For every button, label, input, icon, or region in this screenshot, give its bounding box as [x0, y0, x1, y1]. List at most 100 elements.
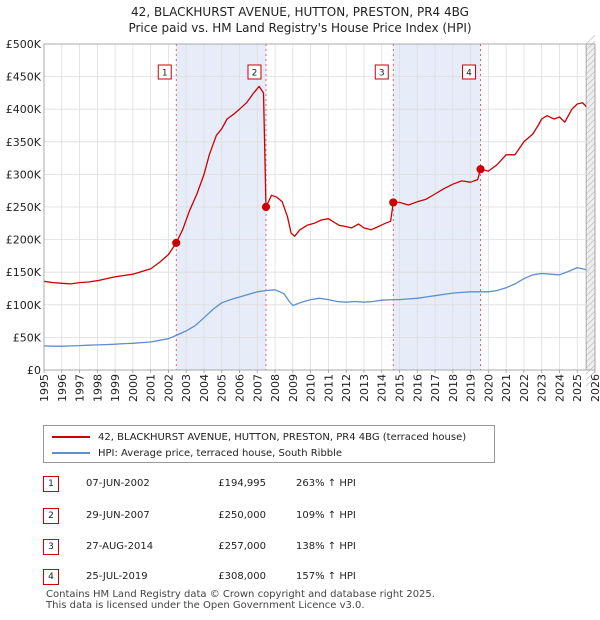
y-tick-label: £100K [6, 299, 42, 312]
forecast-hatch-line [585, 160, 596, 171]
x-tick-label: 1997 [74, 374, 87, 402]
plot-frame [43, 43, 596, 371]
x-tick-label: 2010 [305, 374, 318, 402]
sale-row: 1 07-JUN-2002 £194,995 263% ↑ HPI [0, 474, 600, 494]
y-tick-label: £450K [6, 71, 42, 84]
forecast-hatch-line [585, 226, 596, 237]
x-tick-label: 2008 [269, 374, 282, 402]
x-tick-label: 2002 [162, 374, 175, 402]
forecast-hatch-line [585, 292, 596, 303]
forecast-hatch-line [585, 82, 596, 93]
y-tick-label: £250K [6, 201, 42, 214]
x-tick-label: 2016 [411, 374, 424, 402]
forecast-hatch-line [585, 322, 596, 333]
forecast-hatch-line [585, 196, 596, 207]
legend-label-property: 42, BLACKHURST AVENUE, HUTTON, PRESTON, … [98, 431, 467, 443]
forecast-hatch-line [585, 148, 596, 159]
forecast-hatch-line [585, 100, 596, 111]
footer-licence: This data is licensed under the Open Gov… [46, 600, 365, 611]
forecast-hatch-line [585, 154, 596, 165]
forecast-hatch-line [585, 40, 596, 51]
forecast-hatch-line [585, 286, 596, 297]
forecast-hatch-line [585, 328, 596, 339]
forecast-hatch-line [585, 244, 596, 255]
forecast-hatch-line [585, 124, 596, 135]
forecast-hatch-line [585, 64, 596, 75]
sale-row: 4 25-JUL-2019 £308,000 157% ↑ HPI [0, 567, 600, 587]
forecast-hatch-line [585, 274, 596, 285]
forecast-hatch-line [585, 256, 596, 267]
forecast-hatch-line [585, 364, 596, 375]
forecast-hatch-line [585, 334, 596, 345]
x-tick-label: 2013 [358, 374, 371, 402]
forecast-hatch-line [585, 316, 596, 327]
legend-item-hpi: HPI: Average price, terraced house, Sout… [52, 445, 342, 461]
legend-item-property: 42, BLACKHURST AVENUE, HUTTON, PRESTON, … [52, 429, 466, 445]
forecast-hatch-line [585, 106, 596, 117]
forecast-hatch-line [585, 262, 596, 273]
y-tick-label: £300K [6, 168, 42, 181]
sale-point [261, 202, 271, 212]
y-tick-label: £350K [6, 136, 42, 149]
hpi-line [43, 266, 587, 347]
x-tick-label: 2017 [429, 374, 442, 402]
sale-date: 07-JUN-2002 [86, 478, 150, 489]
forecast-hatch-line [585, 118, 596, 129]
x-tick-label: 2026 [589, 374, 600, 402]
sale-price: £250,000 [218, 510, 266, 521]
x-tick-label: 1995 [38, 374, 51, 402]
x-tick-label: 2003 [180, 374, 193, 402]
sale-label-box [374, 64, 389, 80]
forecast-hatch-line [585, 250, 596, 261]
chart-title: 42, BLACKHURST AVENUE, HUTTON, PRESTON, … [131, 5, 469, 19]
footer-copyright: Contains HM Land Registry data © Crown c… [46, 589, 435, 600]
sale-label-number: 4 [466, 69, 472, 79]
x-tick-label: 1998 [91, 374, 104, 402]
forecast-hatch-line [585, 352, 596, 363]
forecast-hatch-line [585, 232, 596, 243]
sale-point [476, 165, 485, 174]
legend-label-hpi: HPI: Average price, terraced house, Sout… [98, 447, 343, 459]
sale-date: 29-JUN-2007 [86, 510, 150, 521]
x-tick-label: 2015 [393, 374, 406, 402]
sale-hpi-change: 263% ↑ HPI [296, 478, 356, 489]
x-tick-label: 2019 [465, 374, 478, 402]
sale-date: 25-JUL-2019 [86, 571, 148, 582]
x-tick-label: 2025 [571, 374, 584, 402]
forecast-hatch-line [585, 238, 596, 249]
x-tick-label: 2001 [145, 374, 158, 402]
forecast-hatch-line [585, 346, 596, 357]
sale-number-badge: 2 [43, 508, 59, 524]
x-tick-label: 2007 [251, 374, 264, 402]
sale-point [172, 238, 181, 247]
sale-label-box [157, 64, 172, 80]
forecast-hatch-line [585, 310, 596, 321]
sale-row: 3 27-AUG-2014 £257,000 138% ↑ HPI [0, 537, 600, 557]
price-chart: 1 2 3 4 £0 £50K £100K £150K £200K £250K £300K £350… [6, 34, 600, 402]
forecast-hatch-line [585, 76, 596, 87]
y-tick-label: £0 [27, 364, 41, 377]
sale-price: £194,995 [218, 478, 266, 489]
sale-point [389, 198, 398, 207]
forecast-hatch-line [585, 52, 596, 63]
y-tick-label: £150K [6, 266, 42, 279]
y-tick-label: £50K [13, 331, 42, 344]
x-tick-label: 2012 [340, 374, 353, 402]
forecast-hatch-line [585, 190, 596, 201]
forecast-hatch-line [585, 280, 596, 291]
forecast-hatch-line [585, 94, 596, 105]
footer-notice: Contains HM Land Registry data © Crown c… [46, 589, 435, 611]
forecast-hatch-line [585, 340, 596, 351]
sale-number-badge: 1 [43, 476, 59, 492]
sale-number-badge: 4 [43, 569, 59, 585]
chart-legend: 42, BLACKHURST AVENUE, HUTTON, PRESTON, … [43, 425, 495, 463]
x-tick-label: 2004 [198, 374, 211, 402]
x-tick-label: 2023 [536, 374, 549, 402]
property-price-line [43, 85, 587, 285]
forecast-hatch-line [585, 142, 596, 153]
x-tick-label: 2021 [500, 374, 513, 402]
x-tick-label: 2009 [287, 374, 300, 402]
x-tick-label: 2005 [216, 374, 229, 402]
forecast-hatch-line [585, 370, 596, 381]
x-tick-label: 2018 [447, 374, 460, 402]
